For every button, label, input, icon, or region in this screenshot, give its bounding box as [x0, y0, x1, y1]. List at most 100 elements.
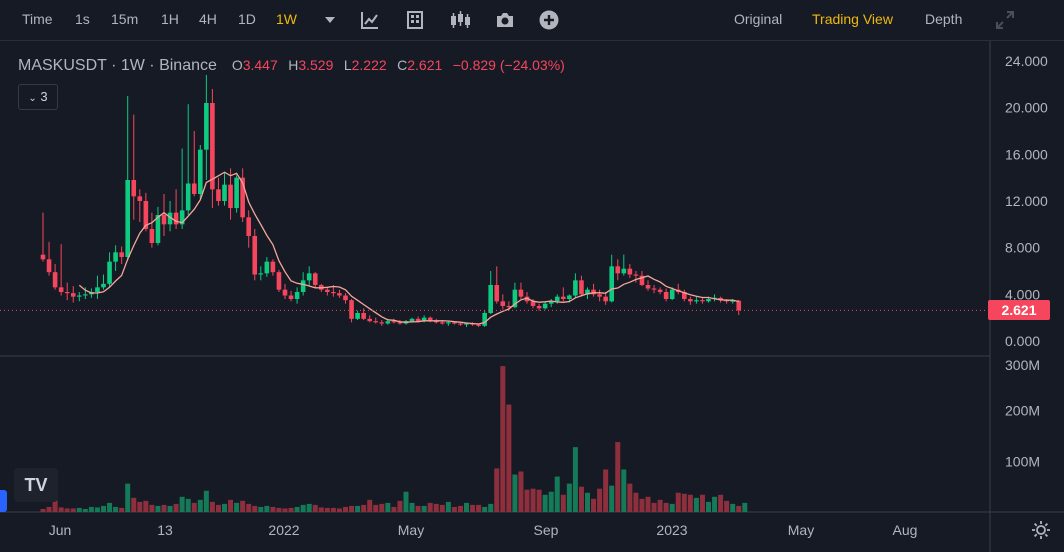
volume-bar [639, 498, 645, 512]
candle-body [512, 289, 518, 308]
candle-body [300, 280, 306, 292]
candle-body [536, 306, 542, 309]
candle-body [191, 183, 197, 194]
volume-bar [518, 471, 524, 512]
volume-bar [718, 494, 724, 512]
candle-body [682, 292, 687, 299]
exchange-name: Binance [159, 57, 217, 74]
volume-bar [494, 468, 500, 512]
volume-bar [464, 502, 469, 512]
indicator-count: 3 [40, 89, 48, 104]
indicator-icon[interactable] [359, 9, 381, 31]
interval-15m[interactable]: 15m [111, 11, 139, 27]
fullscreen-icon[interactable] [994, 9, 1016, 31]
volume-bar [482, 506, 488, 512]
close-value: 2.621 [407, 57, 443, 73]
candle-body [216, 189, 221, 201]
volume-bar [536, 489, 542, 512]
volume-bar [101, 505, 106, 512]
price-axis-label: 20.000 [1005, 100, 1048, 116]
volume-bar [427, 502, 433, 512]
volume-bar [736, 505, 742, 512]
candle-body [343, 295, 348, 301]
volume-bar [645, 496, 651, 512]
time-axis-label: 2022 [268, 522, 299, 538]
chart-type-icon[interactable] [404, 9, 426, 31]
side-panel-tab[interactable] [0, 490, 7, 512]
candle-body [500, 301, 506, 306]
candle-body [736, 300, 742, 311]
candle-body [409, 318, 415, 322]
volume-bar [669, 503, 675, 512]
settings-gear-icon[interactable] [1030, 519, 1052, 541]
add-icon[interactable] [538, 9, 560, 31]
indicator-toggle[interactable]: ⌄ 3 [18, 84, 58, 110]
high-label: H [288, 57, 299, 73]
candle-body [101, 283, 106, 288]
price-axis-label: 12.000 [1005, 193, 1048, 209]
candle-body [579, 280, 584, 295]
candle-body [385, 321, 391, 324]
volume-bar [246, 503, 252, 512]
candle-body [228, 184, 233, 208]
volume-bar [143, 500, 149, 512]
volume-bar [524, 489, 530, 512]
candle-body [700, 300, 705, 302]
candle-body [530, 301, 536, 306]
volume-bar [657, 499, 663, 512]
candle-body [591, 289, 596, 295]
candle-body [464, 323, 469, 325]
candle-body [131, 180, 137, 197]
high-value: 3.529 [298, 57, 334, 73]
chevron-down-icon[interactable] [319, 9, 341, 31]
moving-average-line [78, 171, 739, 325]
candle-body [125, 180, 130, 257]
tradingview-logo[interactable]: TV [14, 468, 58, 502]
view-trading-view[interactable]: Trading View [812, 11, 893, 27]
volume-bar [663, 502, 669, 512]
volume-bar [270, 506, 276, 512]
candle-icon[interactable] [449, 9, 471, 31]
volume-bar [137, 501, 143, 512]
volume-bar [373, 504, 379, 512]
candle-body [276, 272, 282, 290]
candle-body [433, 321, 439, 323]
interval-4h[interactable]: 4H [199, 11, 217, 27]
candle-body [415, 318, 421, 322]
volume-bar [681, 493, 687, 512]
candle-body [458, 323, 463, 325]
volume-bar [560, 494, 566, 512]
candle-body [143, 201, 149, 229]
interval-1d[interactable]: 1D [238, 11, 256, 27]
volume-bar [209, 501, 215, 512]
volume-bar [488, 503, 494, 512]
candle-body [52, 272, 58, 288]
volume-bar [597, 488, 603, 512]
volume-bar [228, 499, 234, 512]
volume-bar [421, 505, 427, 512]
time-axis-label: Sep [534, 522, 559, 538]
interval-1s[interactable]: 1s [75, 11, 90, 27]
symbol-name: MASKUSDT [18, 57, 107, 74]
volume-bar [675, 492, 681, 512]
volume-bar [651, 502, 657, 512]
view-depth[interactable]: Depth [925, 11, 963, 27]
screenshot-icon[interactable] [494, 9, 516, 31]
volume-axis-label: 100M [1005, 453, 1040, 469]
interval-1h[interactable]: 1H [161, 11, 179, 27]
candle-body [119, 252, 124, 257]
interval-1w[interactable]: 1W [276, 11, 297, 27]
time-selector[interactable]: Time [22, 11, 53, 27]
candle-body [561, 296, 566, 299]
price-chart[interactable]: 24.000 20.000 16.000 12.000 8.000 4.000 0.000 3… [0, 41, 1064, 552]
volume-bar [349, 505, 355, 512]
candle-body [452, 322, 457, 324]
candle-body [542, 303, 548, 309]
open-value: 3.447 [242, 57, 278, 73]
view-original[interactable]: Original [734, 11, 783, 27]
volume-bar [46, 506, 52, 512]
candle-body [58, 287, 64, 292]
price-axis-label: 8.000 [1005, 240, 1040, 256]
candle-body [688, 299, 693, 302]
volume-bar [355, 505, 361, 512]
